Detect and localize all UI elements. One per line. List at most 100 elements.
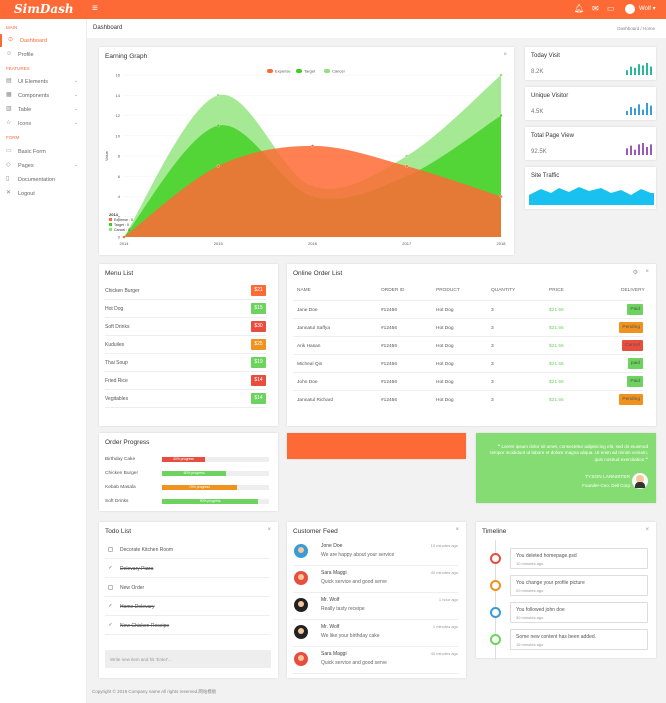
- table-row[interactable]: Arik Hasan #12456 Hot Dog 3 $21.56 Cancel: [293, 336, 643, 354]
- status-badge[interactable]: Cancel: [622, 340, 643, 351]
- timeline-item: You deleted homepage.psd 10 minutes ago: [510, 548, 648, 569]
- grid-icon: ▦: [6, 92, 12, 98]
- chevron-down-icon: ⌄: [74, 120, 79, 126]
- todo-item[interactable]: New Order: [105, 578, 270, 597]
- sidebar-item-icons[interactable]: ☆ Icons ⌄: [0, 117, 87, 130]
- status-badge[interactable]: Paid: [627, 376, 643, 387]
- status-badge[interactable]: Pending: [619, 322, 643, 333]
- sidebar-item-profile[interactable]: ☺ Profile: [0, 48, 87, 61]
- todo-item[interactable]: Decorate Kitchen Room: [105, 540, 270, 559]
- feed-item: Mr. Wolf Really tasty receipe 1 hour ago: [293, 593, 458, 620]
- timeline-text: You deleted homepage.psd: [516, 553, 577, 559]
- close-icon[interactable]: ×: [503, 52, 507, 58]
- checkbox[interactable]: [108, 547, 113, 552]
- mail-icon[interactable]: ✉: [592, 4, 599, 13]
- sidebar-item-pages[interactable]: ◇ Pages ⌄: [0, 159, 87, 172]
- menu-item-name: Thai Soup: [105, 360, 128, 366]
- stat-value: 92.5K: [531, 149, 547, 155]
- testimonial-card: ❝ Lorem ipsum dolor sit amet, consectetu…: [476, 433, 656, 503]
- column-header: NAME: [297, 288, 311, 293]
- menu-icon[interactable]: ≡: [92, 3, 98, 14]
- brand-logo[interactable]: SimDash: [14, 2, 74, 16]
- progress-fill: 70% progress: [162, 485, 237, 490]
- bell-icon[interactable]: 🔔︎: [574, 4, 585, 13]
- todo-item[interactable]: ✓ Home Delevary: [105, 597, 270, 616]
- checkbox[interactable]: [108, 585, 113, 590]
- timeline-text: You followed john doe: [516, 607, 565, 613]
- tooltip-row: Expense : 0: [114, 218, 133, 222]
- table-row[interactable]: Jannatul Richard #12456 Hot Dog 3 $21.56 Pend…: [293, 390, 643, 408]
- cell-product: Hot Dog: [436, 362, 454, 367]
- cell-product: Hot Dog: [436, 380, 454, 385]
- spark-bar: [634, 149, 636, 155]
- card-title: Order Progress: [105, 439, 150, 446]
- timeline-dot-icon: [490, 553, 501, 564]
- sparkline-bars: [626, 103, 652, 115]
- close-icon[interactable]: ×: [645, 527, 649, 533]
- cell-product: Hot Dog: [436, 326, 454, 331]
- feed-message: We are happy about your service: [321, 552, 395, 558]
- menu-item-name: Vegitables: [105, 396, 129, 402]
- price-badge: $19: [251, 357, 266, 368]
- user-icon: ☺: [6, 51, 13, 57]
- todo-text: New Order: [120, 585, 145, 591]
- user-avatar[interactable]: [625, 4, 635, 14]
- feed-name: Mr. Wolf: [321, 624, 340, 630]
- todo-text: Decorate Kitchen Room: [120, 547, 174, 553]
- cell-qty: 3: [491, 380, 494, 385]
- checkmark-icon[interactable]: ✓: [108, 565, 113, 571]
- table-row[interactable]: John Doe #12456 Hot Dog 3 $21.56 Paid: [293, 372, 643, 390]
- sidebar-item-table[interactable]: ▥ Table ⌄: [0, 103, 87, 116]
- status-badge[interactable]: Pending: [619, 394, 643, 405]
- menu-item: Soft Drinks $30: [105, 318, 266, 336]
- sidebar-item-basic-form[interactable]: ▭ Basic Form: [0, 145, 87, 158]
- progress-label: Chicken Burger: [105, 471, 139, 476]
- sidebar-item-label: Basic Form: [18, 149, 46, 155]
- sidebar-item-documentation[interactable]: ▯ Documentation: [0, 173, 87, 186]
- todo-item[interactable]: ✓ Delevary Pizza: [105, 559, 270, 578]
- y-tick-label: 6: [118, 174, 121, 179]
- settings-icon[interactable]: ⚙: [632, 270, 638, 276]
- cell-id: #12456: [381, 326, 398, 331]
- close-icon[interactable]: ×: [267, 527, 271, 533]
- sidebar-item-components[interactable]: ▦ Components ⌄: [0, 89, 87, 102]
- status-badge[interactable]: Paid: [627, 304, 643, 315]
- doc-icon: ▯: [6, 176, 10, 182]
- timeline-dot-icon: [490, 580, 501, 591]
- breadcrumb[interactable]: Dashboard / Home: [617, 26, 655, 31]
- stat-value: 4.5K: [531, 109, 544, 115]
- spark-bar: [646, 147, 648, 155]
- spark-bar: [638, 144, 640, 155]
- price-badge: $25: [251, 339, 266, 350]
- chat-icon[interactable]: ▭: [607, 4, 615, 13]
- todo-list-card: Todo List × Decorate Kitchen Room ✓ Deleva…: [99, 522, 278, 678]
- sidebar-item-label: UI Elements: [18, 79, 48, 85]
- status-badge[interactable]: paid: [627, 358, 643, 369]
- todo-item[interactable]: ✓ New Chicken Receipe: [105, 616, 270, 635]
- close-icon[interactable]: ×: [455, 527, 459, 533]
- todo-text: Delevary Pizza: [120, 566, 154, 572]
- feed-time: 1 minutes ago: [432, 624, 458, 629]
- user-name[interactable]: Wolf ▾: [639, 6, 656, 12]
- sidebar-item-dashboard[interactable]: ⊙ Dashboard: [0, 34, 87, 47]
- data-point: [405, 164, 409, 168]
- spark-bar: [646, 103, 648, 115]
- checkmark-icon[interactable]: ✓: [108, 622, 113, 628]
- table-row[interactable]: Jane Doe #12456 Hot Dog 3 $21.56 Paid: [293, 300, 643, 318]
- close-icon[interactable]: ×: [645, 269, 649, 275]
- table-row[interactable]: Jannatul Saffya #12456 Hot Dog 3 $21.56 Pendi…: [293, 318, 643, 336]
- progress-fill: 40% progress: [162, 457, 205, 462]
- sidebar-item-logout[interactable]: ✕ Logout: [0, 187, 87, 200]
- spark-bar: [626, 111, 628, 115]
- stat-title: Today Visit: [531, 53, 560, 59]
- table-row[interactable]: Micheal Qin #12456 Hot Dog 3 $21.56 paid: [293, 354, 643, 372]
- y-tick-label: 10: [116, 133, 121, 138]
- legend-label: Expense: [275, 69, 291, 74]
- checkmark-icon[interactable]: ✓: [108, 603, 113, 609]
- cell-name: Micheal Qin: [297, 362, 323, 367]
- new-todo-input[interactable]: Write new item and hit 'Enter'...: [105, 650, 271, 668]
- feed-name: Mr. Wolf: [321, 597, 340, 603]
- tooltip-swatch: [109, 228, 112, 231]
- column-header: PRICE: [549, 288, 564, 293]
- sidebar-item-ui-elements[interactable]: ▤ UI Elements ⌄: [0, 75, 87, 88]
